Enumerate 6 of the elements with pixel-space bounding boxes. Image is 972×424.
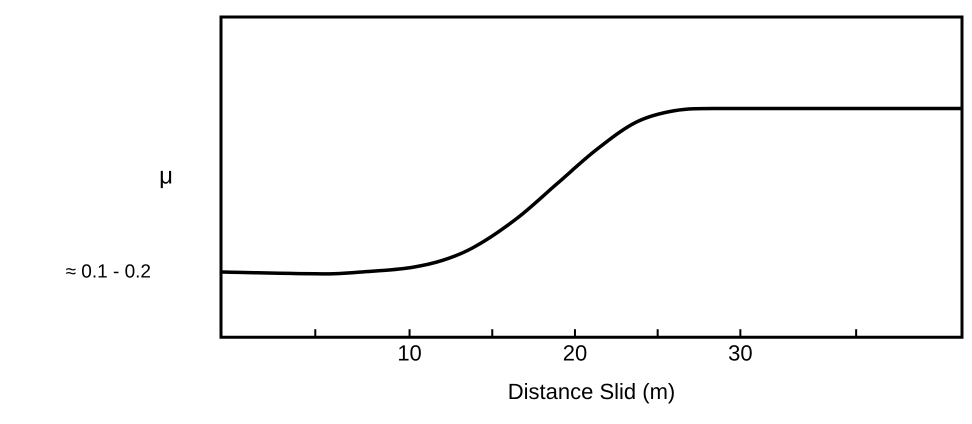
x-tick-label: 10 xyxy=(397,340,422,366)
text: ≈ 0.1 - 0.2 xyxy=(66,261,151,282)
y-axis-title: μ xyxy=(159,162,173,190)
x-tick-label: 30 xyxy=(728,340,753,366)
x-tick-label: 20 xyxy=(562,340,588,366)
x-axis-title: Distance Slid (m) xyxy=(508,378,676,404)
